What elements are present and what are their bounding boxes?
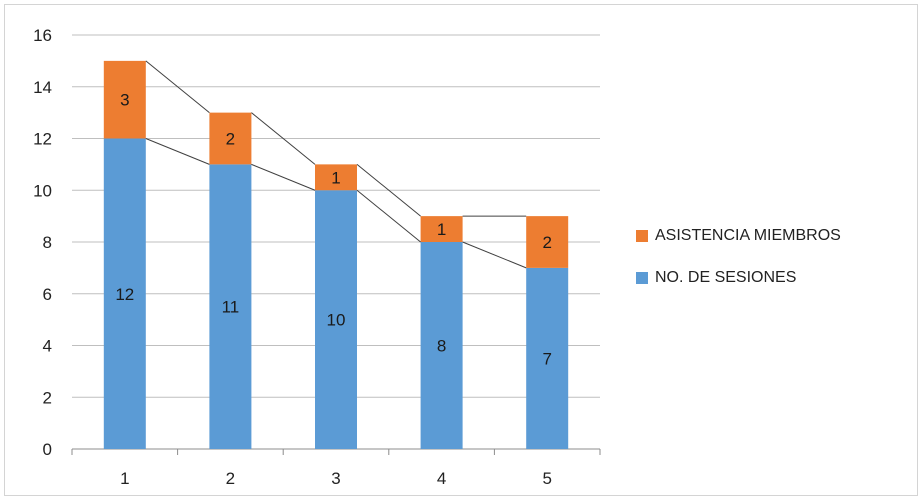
data-label: 1	[331, 168, 340, 187]
series-line	[251, 112, 316, 165]
data-label: 8	[437, 337, 446, 356]
y-tick-label: 10	[33, 181, 52, 200]
bar-sesiones	[103, 138, 146, 449]
bar-sesiones	[315, 190, 357, 449]
series-line	[145, 60, 210, 114]
data-label: 3	[120, 91, 129, 110]
legend-swatch-asistencia	[636, 230, 648, 242]
data-label: 7	[542, 349, 551, 368]
series-line	[251, 163, 316, 191]
data-label: 1	[437, 220, 446, 239]
y-tick-label: 8	[43, 233, 52, 252]
legend-label-asistencia: ASISTENCIA MIEMBROS	[655, 227, 841, 244]
data-label: 10	[327, 311, 346, 330]
y-tick-label: 14	[33, 78, 52, 97]
bar-sesiones	[420, 242, 463, 449]
bar-asistencia	[420, 216, 463, 242]
legend-item-sesiones: NO. DE SESIONES	[636, 268, 841, 288]
legend-label-sesiones: NO. DE SESIONES	[655, 269, 797, 286]
x-tick-label: 3	[331, 469, 340, 488]
x-tick-label: 2	[226, 469, 235, 488]
series-line	[356, 163, 421, 217]
bar-sesiones	[526, 267, 569, 449]
y-tick-label: 4	[43, 337, 52, 356]
data-label: 12	[115, 285, 134, 304]
x-tick-label: 1	[120, 469, 129, 488]
x-tick-label: 4	[437, 469, 446, 488]
y-tick-label: 16	[33, 26, 52, 45]
data-label: 2	[226, 130, 235, 149]
legend: ASISTENCIA MIEMBROS NO. DE SESIONES	[636, 226, 841, 310]
series-line	[145, 138, 210, 165]
data-label: 2	[542, 233, 551, 252]
bar-asistencia	[103, 60, 146, 139]
series-line	[462, 241, 527, 269]
y-tick-label: 12	[33, 130, 52, 149]
series-line	[356, 189, 421, 243]
legend-item-asistencia: ASISTENCIA MIEMBROS	[636, 226, 841, 246]
bar-asistencia	[526, 216, 569, 268]
x-tick-label: 5	[542, 469, 551, 488]
data-label: 11	[222, 298, 240, 317]
series-lines	[145, 60, 527, 269]
y-tick-label: 0	[43, 440, 52, 459]
bar-asistencia	[209, 112, 252, 165]
legend-swatch-sesiones	[636, 272, 648, 284]
y-tick-label: 6	[43, 285, 52, 304]
y-tick-label: 2	[43, 388, 52, 407]
bars	[103, 60, 569, 449]
bar-sesiones	[209, 164, 252, 449]
bar-asistencia	[315, 164, 357, 191]
